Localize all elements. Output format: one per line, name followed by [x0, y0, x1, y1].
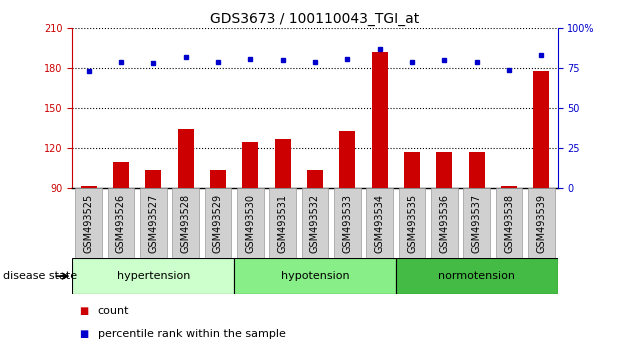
FancyBboxPatch shape [302, 188, 328, 258]
FancyBboxPatch shape [399, 188, 425, 258]
Bar [242, 143, 258, 188]
FancyBboxPatch shape [334, 188, 360, 258]
Bar [210, 170, 226, 188]
Text: percentile rank within the sample: percentile rank within the sample [98, 329, 285, 339]
FancyBboxPatch shape [140, 188, 166, 258]
Text: GSM493528: GSM493528 [181, 193, 191, 253]
FancyBboxPatch shape [270, 188, 296, 258]
FancyBboxPatch shape [173, 188, 199, 258]
Text: GSM493537: GSM493537 [472, 193, 482, 253]
Text: GSM493536: GSM493536 [439, 194, 449, 252]
FancyBboxPatch shape [367, 188, 393, 258]
Text: GSM493539: GSM493539 [536, 194, 546, 252]
Bar [113, 162, 129, 188]
FancyBboxPatch shape [528, 188, 554, 258]
Text: GSM493525: GSM493525 [84, 193, 94, 253]
Text: GSM493530: GSM493530 [245, 194, 255, 252]
FancyBboxPatch shape [234, 258, 396, 294]
Text: GSM493538: GSM493538 [504, 194, 514, 252]
Bar [404, 152, 420, 188]
Text: GSM493527: GSM493527 [148, 193, 158, 253]
FancyBboxPatch shape [72, 258, 234, 294]
Text: count: count [98, 306, 129, 316]
Bar [469, 152, 485, 188]
Text: GSM493529: GSM493529 [213, 193, 223, 253]
Text: GSM493533: GSM493533 [342, 194, 352, 252]
Bar [372, 52, 387, 188]
Text: GSM493526: GSM493526 [116, 193, 126, 253]
Bar [307, 170, 323, 188]
Title: GDS3673 / 100110043_TGI_at: GDS3673 / 100110043_TGI_at [210, 12, 420, 26]
Text: ■: ■ [79, 306, 88, 316]
Text: ■: ■ [79, 329, 88, 339]
Bar [145, 170, 161, 188]
FancyBboxPatch shape [396, 258, 558, 294]
Text: hypertension: hypertension [117, 271, 190, 281]
FancyBboxPatch shape [205, 188, 231, 258]
Bar [501, 186, 517, 188]
FancyBboxPatch shape [496, 188, 522, 258]
Text: hypotension: hypotension [281, 271, 349, 281]
FancyBboxPatch shape [464, 188, 490, 258]
Bar [339, 131, 355, 188]
Text: GSM493532: GSM493532 [310, 193, 320, 253]
Bar [178, 129, 194, 188]
Bar [533, 71, 549, 188]
Bar [436, 152, 452, 188]
Text: normotension: normotension [438, 271, 515, 281]
FancyBboxPatch shape [237, 188, 263, 258]
Text: GSM493531: GSM493531 [278, 194, 288, 252]
Text: GSM493535: GSM493535 [407, 193, 417, 253]
FancyBboxPatch shape [76, 188, 102, 258]
Text: GSM493534: GSM493534 [375, 194, 385, 252]
FancyBboxPatch shape [108, 188, 134, 258]
Text: disease state: disease state [3, 271, 77, 281]
Bar [275, 138, 291, 188]
FancyBboxPatch shape [431, 188, 457, 258]
Bar [81, 186, 97, 188]
